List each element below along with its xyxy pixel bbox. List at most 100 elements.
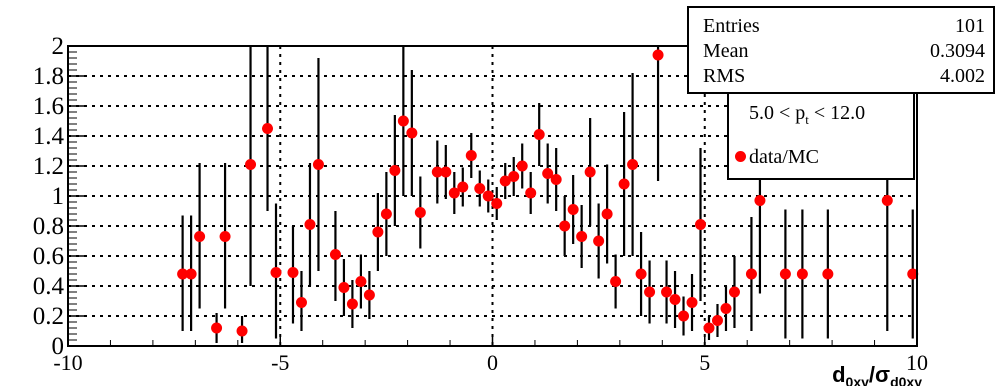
data-point bbox=[508, 171, 520, 182]
y-tick-label: 1 bbox=[52, 183, 65, 210]
y-tick-label: 1.2 bbox=[33, 153, 64, 180]
stats-row-rms: RMS 4.002 bbox=[703, 64, 985, 88]
x-tick-label: -5 bbox=[271, 350, 289, 375]
y-axis-ticks: 0 0.2 0.4 0.6 0.8 1 1.2 1.4 1.6 1.8 2 bbox=[33, 33, 86, 360]
data-point bbox=[329, 249, 341, 260]
data-point bbox=[211, 322, 223, 334]
data-point bbox=[491, 198, 503, 209]
data-point bbox=[703, 322, 715, 334]
data-point bbox=[431, 166, 443, 178]
y-tick-label: 0 bbox=[52, 333, 65, 360]
stats-value: 4.002 bbox=[940, 65, 985, 87]
data-point bbox=[627, 159, 639, 170]
legend-box: 5.0 < pt < 12.0 data/MC bbox=[727, 92, 915, 180]
data-point bbox=[567, 204, 579, 215]
x-tick-label: 10 bbox=[906, 350, 928, 375]
pt-cut-label: 5.0 < pt < 12.0 bbox=[749, 102, 865, 128]
data-point bbox=[576, 231, 588, 242]
data-point bbox=[686, 297, 698, 308]
data-point bbox=[745, 268, 757, 280]
stats-row-mean: Mean 0.3094 bbox=[703, 39, 985, 63]
data-point bbox=[482, 190, 494, 202]
data-point bbox=[796, 268, 808, 280]
data-point bbox=[245, 159, 257, 170]
data-point bbox=[287, 267, 299, 278]
data-point bbox=[295, 297, 307, 308]
data-point bbox=[414, 207, 426, 218]
stats-value: 101 bbox=[955, 15, 985, 37]
data-point bbox=[448, 187, 460, 199]
data-point bbox=[525, 187, 537, 199]
data-point bbox=[754, 195, 766, 206]
data-point bbox=[194, 231, 206, 242]
data-point bbox=[389, 165, 401, 176]
data-point bbox=[728, 286, 740, 298]
data-point bbox=[270, 267, 282, 278]
data-point bbox=[652, 49, 664, 61]
data-point bbox=[440, 166, 452, 178]
grid-lines bbox=[68, 46, 917, 346]
x-axis-ticks: -10 -5 0 5 10 bbox=[53, 334, 928, 375]
data-point bbox=[185, 268, 197, 280]
data-point bbox=[338, 282, 350, 293]
pt-cut-suffix: < 12.0 bbox=[808, 102, 866, 124]
data-points bbox=[177, 49, 919, 337]
data-point bbox=[457, 181, 469, 193]
pt-cut-prefix: 5.0 < p bbox=[749, 102, 806, 124]
data-point bbox=[177, 268, 189, 280]
data-point bbox=[262, 123, 274, 134]
x-tick-label: 5 bbox=[699, 350, 710, 375]
data-point bbox=[236, 325, 248, 337]
y-tick-label: 0.8 bbox=[33, 213, 64, 240]
data-point bbox=[584, 166, 596, 178]
data-point bbox=[474, 183, 486, 194]
y-tick-label: 2 bbox=[52, 33, 65, 60]
stats-key: Mean bbox=[703, 40, 749, 62]
stats-box: Entries 101 Mean 0.3094 RMS 4.002 bbox=[687, 6, 995, 94]
data-point bbox=[406, 127, 418, 139]
data-point bbox=[516, 160, 528, 172]
data-point bbox=[779, 268, 791, 280]
x-tick-label: -10 bbox=[53, 350, 82, 375]
stats-value: 0.3094 bbox=[930, 40, 985, 62]
data-point bbox=[542, 168, 554, 179]
legend-marker-icon bbox=[735, 151, 746, 162]
data-point bbox=[219, 231, 231, 242]
stats-key: RMS bbox=[703, 65, 746, 87]
y-tick-label: 1.8 bbox=[33, 63, 64, 90]
y-tick-label: 1.4 bbox=[33, 123, 65, 150]
data-point bbox=[380, 208, 392, 220]
data-point bbox=[881, 195, 893, 206]
legend-entry: data/MC bbox=[735, 146, 819, 169]
data-point bbox=[346, 298, 358, 310]
data-point bbox=[533, 129, 545, 140]
data-point bbox=[304, 219, 316, 230]
data-point bbox=[312, 159, 324, 170]
data-point bbox=[669, 294, 681, 305]
data-point bbox=[601, 208, 613, 220]
data-point bbox=[678, 310, 690, 322]
data-point bbox=[635, 268, 647, 280]
data-point bbox=[661, 286, 673, 298]
data-point bbox=[610, 276, 622, 287]
data-point bbox=[711, 315, 723, 326]
data-point bbox=[822, 268, 834, 280]
data-point bbox=[550, 174, 562, 185]
data-point bbox=[363, 289, 375, 301]
data-point bbox=[355, 276, 367, 287]
pt-cut-sub: t bbox=[805, 112, 809, 127]
data-point bbox=[720, 303, 732, 314]
data-point bbox=[695, 219, 707, 230]
y-tick-label: 0.4 bbox=[33, 273, 65, 300]
data-point bbox=[593, 235, 605, 247]
data-point bbox=[644, 286, 656, 298]
legend-entry-label: data/MC bbox=[749, 146, 819, 168]
y-tick-label: 0.6 bbox=[33, 243, 64, 270]
data-point bbox=[372, 226, 384, 238]
x-tick-label: 0 bbox=[487, 350, 498, 375]
stats-key: Entries bbox=[703, 15, 760, 37]
x-axis-label: d0xy/σd0xy bbox=[832, 362, 922, 386]
data-point bbox=[559, 220, 571, 232]
data-point bbox=[465, 150, 477, 161]
